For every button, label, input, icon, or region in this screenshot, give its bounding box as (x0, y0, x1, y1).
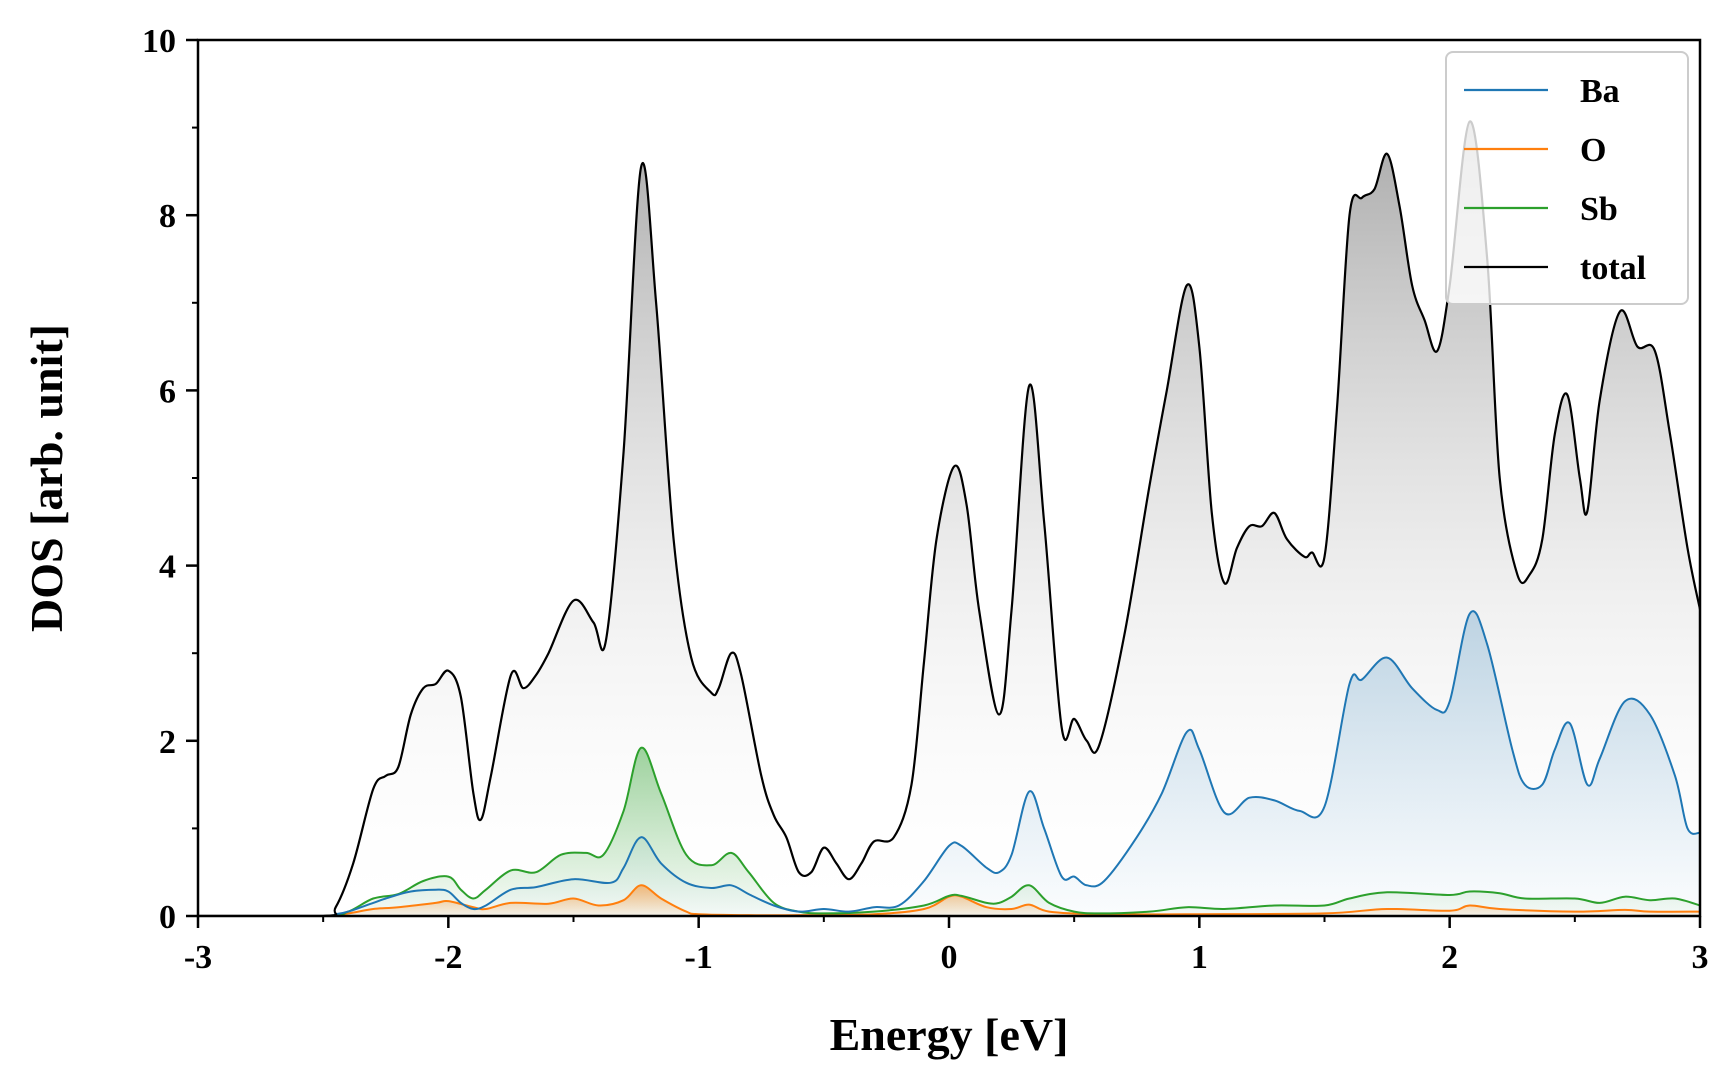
legend-box (1445, 51, 1689, 305)
legend-label-sb: Sb (1580, 191, 1618, 228)
y-tick-label: 0 (159, 899, 176, 936)
y-tick-label: 8 (159, 198, 176, 235)
legend-label-total: total (1580, 250, 1646, 287)
y-tick-label: 6 (159, 373, 176, 410)
x-tick-label: -2 (434, 939, 462, 976)
y-axis-label: DOS [arb. unit] (21, 324, 72, 632)
series-fill-total (198, 121, 1700, 916)
series-fill-ba (198, 611, 1700, 916)
x-axis-label: Energy [eV] (830, 1009, 1069, 1060)
x-tick-label: -3 (184, 939, 212, 976)
legend-label-ba: Ba (1580, 73, 1620, 110)
series-line-sb (198, 746, 1700, 916)
series-fill-sb (198, 747, 1700, 916)
y-tick-label: 2 (159, 724, 176, 761)
x-axis: -3 -2 -1 0 1 2 3 (184, 916, 1709, 976)
y-tick-label: 10 (142, 23, 176, 60)
x-tick-label: 2 (1441, 939, 1458, 976)
legend: Ba O Sb total (1445, 51, 1689, 305)
x-tick-label: 3 (1692, 939, 1709, 976)
y-tick-label: 4 (159, 549, 176, 586)
y-axis: 0 2 4 6 8 10 (142, 23, 198, 936)
series-line-ba (198, 610, 1700, 916)
x-tick-label: 0 (941, 939, 958, 976)
series-fill-o (198, 885, 1700, 916)
x-tick-label: 1 (1191, 939, 1208, 976)
x-tick-label: -1 (685, 939, 713, 976)
series-fills (198, 121, 1700, 916)
legend-label-o: O (1580, 132, 1606, 169)
